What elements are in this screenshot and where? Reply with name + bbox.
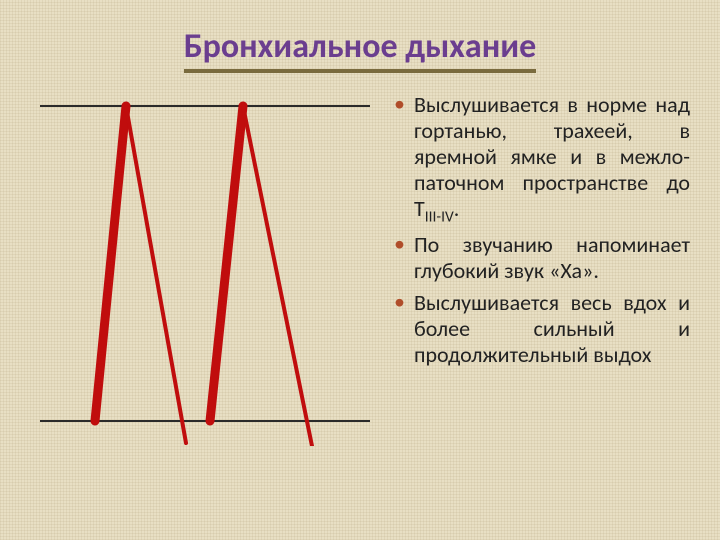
- waveform-stroke: [210, 106, 243, 421]
- bullet-item: Выслушивается весь вдох и более сильный …: [414, 290, 690, 368]
- bullet-list: Выслушивается в нор­ме над гортанью, тра…: [390, 92, 690, 368]
- waveform-stroke: [126, 106, 186, 443]
- waveform-stroke: [95, 106, 126, 421]
- bullet-item: Выслушивается в нор­ме над гортанью, тра…: [414, 92, 690, 226]
- page-title: Бронхиальное дыхание: [0, 26, 720, 73]
- bullet-item: По звучанию напо­минает глубокий звук «Х…: [414, 232, 690, 284]
- waveform-stroke: [243, 106, 312, 446]
- breathing-diagram: [40, 86, 370, 446]
- bullet-list-container: Выслушивается в нор­ме над гортанью, тра…: [390, 92, 690, 374]
- title-text: Бронхиальное дыхание: [184, 26, 537, 73]
